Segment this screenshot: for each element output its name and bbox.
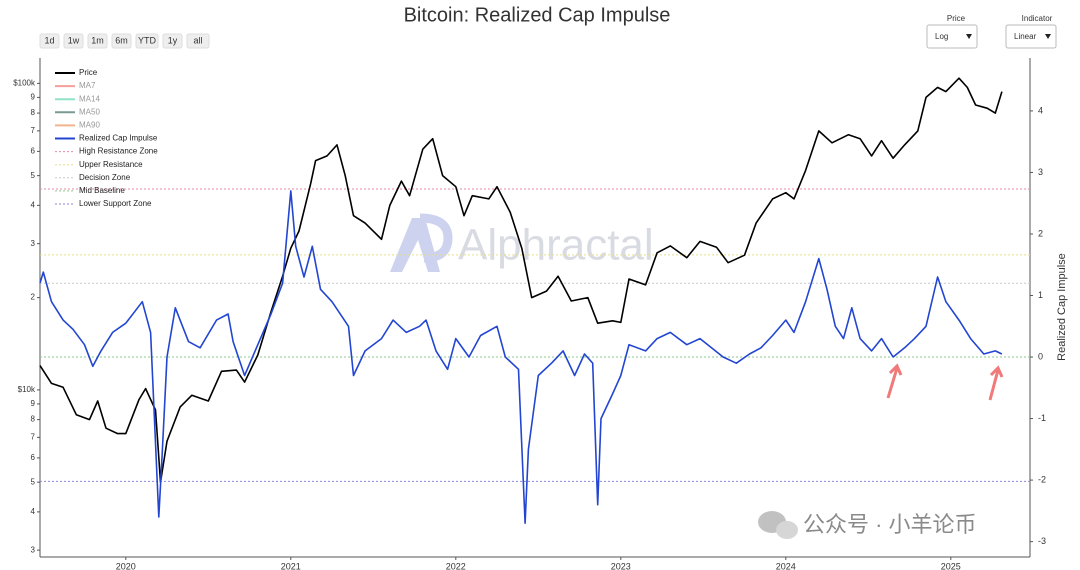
y2-tick-label: 0: [1038, 351, 1043, 361]
legend-label[interactable]: High Resistance Zone: [79, 147, 158, 156]
legend-label[interactable]: MA14: [79, 94, 100, 103]
control-label: Price: [947, 14, 966, 23]
legend-label[interactable]: MA7: [79, 81, 96, 90]
control-label: Indicator: [1022, 14, 1053, 23]
legend-label[interactable]: MA50: [79, 107, 100, 116]
dropdown[interactable]: [1005, 24, 1057, 49]
y-tick-label: 5: [31, 171, 36, 180]
legend-label[interactable]: Mid Baseline: [79, 186, 125, 195]
dropdown-caret: [966, 34, 972, 39]
y-tick-label: $100k: [13, 78, 36, 87]
range-button[interactable]: [162, 33, 183, 49]
dropdown-caret: [1045, 34, 1051, 39]
x-tick-label: 2023: [611, 561, 631, 570]
x-tick-label: 2020: [116, 561, 136, 570]
y2-tick-label: 1: [1038, 290, 1043, 300]
x-tick-label: 2025: [941, 561, 961, 570]
x-tick-label: 2024: [776, 561, 796, 570]
y-tick-label: $10k: [18, 385, 36, 394]
chart-title: Bitcoin: Realized Cap Impulse: [404, 4, 671, 26]
y-tick-label: 8: [31, 108, 36, 117]
legend-label[interactable]: Lower Support Zone: [79, 199, 152, 208]
range-button-label: YTD: [138, 35, 157, 45]
dropdown-value: Log: [935, 32, 948, 41]
y-tick-label: 2: [31, 293, 36, 302]
y2-tick-label: 2: [1038, 228, 1043, 238]
range-button[interactable]: [39, 33, 60, 49]
range-button[interactable]: [111, 33, 132, 49]
y2-tick-label: -2: [1038, 474, 1046, 484]
x-tick-label: 2021: [281, 561, 301, 570]
y-tick-label: 4: [31, 507, 36, 516]
y-tick-label: 9: [31, 93, 36, 102]
range-button-label: 1y: [168, 35, 178, 45]
y-tick-label: 5: [31, 477, 36, 486]
y2-tick-label: -3: [1038, 536, 1046, 546]
y2-axis-title: Realized Cap Impulse: [1056, 253, 1068, 361]
legend-label[interactable]: Price: [79, 68, 98, 77]
y-tick-label: 7: [31, 126, 36, 135]
dropdown[interactable]: [926, 24, 978, 49]
legend-label[interactable]: MA90: [79, 121, 100, 130]
wechat-icon: [758, 511, 798, 539]
y2-tick-label: 3: [1038, 167, 1043, 177]
y2-tick-label: 4: [1038, 105, 1043, 115]
range-button[interactable]: [135, 33, 159, 49]
dropdown-value: Linear: [1014, 32, 1037, 41]
x-tick-label: 2022: [446, 561, 466, 570]
annotation-arrow: [886, 363, 903, 399]
range-button[interactable]: [186, 33, 210, 49]
watermark-logo: [390, 213, 453, 272]
y-tick-label: 3: [31, 545, 36, 554]
legend-label[interactable]: Realized Cap Impulse: [79, 134, 158, 143]
range-button-label: 6m: [115, 35, 128, 45]
y-tick-label: 3: [31, 239, 36, 248]
series-line: [39, 190, 1003, 524]
y-tick-label: 6: [31, 453, 36, 462]
series-line: [39, 77, 1003, 483]
range-button[interactable]: [87, 33, 108, 49]
y-tick-label: 4: [31, 200, 36, 209]
y-tick-label: 6: [31, 146, 36, 155]
legend-label[interactable]: Upper Resistance: [79, 160, 143, 169]
range-button-label: 1m: [91, 35, 104, 45]
annotation-arrow: [988, 365, 1004, 401]
range-button[interactable]: [63, 33, 84, 49]
y2-tick-label: -1: [1038, 413, 1046, 423]
watermark: Alphractal: [458, 221, 654, 270]
legend-label[interactable]: Decision Zone: [79, 173, 131, 182]
y-tick-label: 9: [31, 399, 36, 408]
range-button-label: all: [193, 35, 202, 45]
y-tick-label: 7: [31, 432, 36, 441]
range-button-label: 1d: [44, 35, 54, 45]
watermark: 公众号 · 小羊论币: [803, 512, 977, 537]
y-tick-label: 8: [31, 415, 36, 424]
range-button-label: 1w: [68, 35, 80, 45]
